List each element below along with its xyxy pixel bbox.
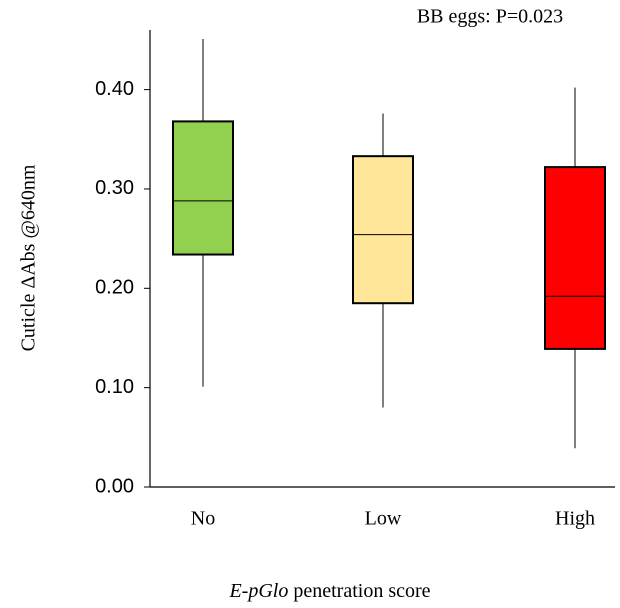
y-axis-label: Cuticle ΔAbs @640nm (18, 164, 40, 351)
box (544, 166, 606, 350)
y-tick-label: 0.40 (95, 78, 134, 100)
y-tick-label: 0.10 (95, 376, 134, 398)
chart-title: BB eggs: P=0.023 (417, 6, 563, 28)
box (352, 155, 414, 305)
x-tick-label: High (555, 508, 595, 530)
x-axis-label-italic: E-pGlo (228, 580, 288, 602)
x-tick-label: No (191, 508, 215, 530)
y-tick-label: 0.20 (95, 277, 134, 299)
y-tick-label: 0.00 (95, 475, 134, 497)
x-axis-label-text: penetration score (293, 580, 430, 602)
box (172, 120, 234, 256)
x-axis-label: E-pGlo penetration score (228, 580, 430, 602)
y-tick-label: 0.30 (95, 177, 134, 199)
x-tick-label: Low (365, 508, 402, 530)
